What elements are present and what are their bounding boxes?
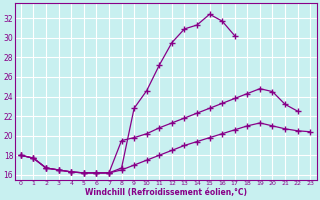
- X-axis label: Windchill (Refroidissement éolien,°C): Windchill (Refroidissement éolien,°C): [84, 188, 247, 197]
